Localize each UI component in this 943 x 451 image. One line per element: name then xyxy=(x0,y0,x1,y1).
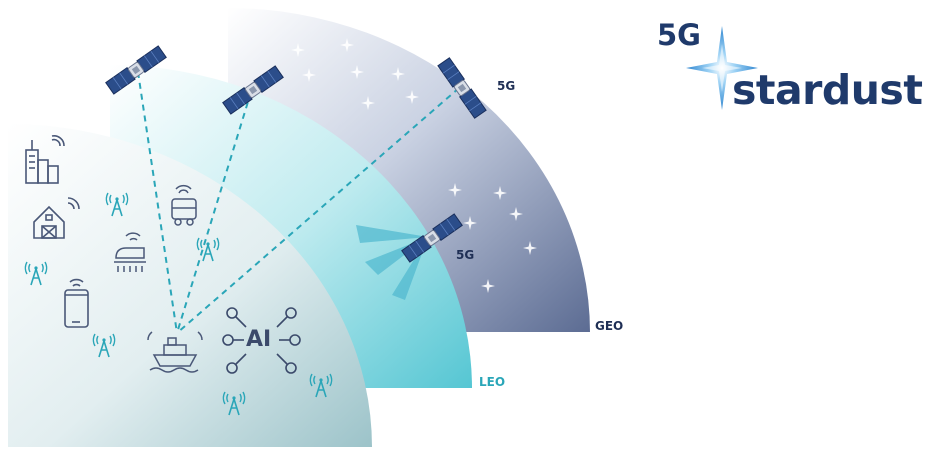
geo-orbit-label: GEO xyxy=(595,319,624,333)
ai-network-icon xyxy=(222,307,301,374)
leo-orbit-label: LEO xyxy=(479,375,506,389)
barn-icon xyxy=(33,197,80,239)
truck-icon xyxy=(171,184,197,226)
ship-icon xyxy=(147,331,203,373)
satellite-5g-label: 5G xyxy=(456,248,475,262)
ai-label: AI xyxy=(246,327,272,352)
logo-5g-text: 5G xyxy=(657,18,701,52)
phone-icon xyxy=(64,278,89,328)
star-logo-icon xyxy=(686,26,758,110)
train-icon xyxy=(114,232,146,272)
ground-band xyxy=(8,124,372,447)
satellite-5g-label: 5G xyxy=(497,79,516,93)
signal-links xyxy=(137,71,460,334)
logo-wordmark: stardust xyxy=(732,66,923,114)
buildings-icon xyxy=(25,135,65,184)
